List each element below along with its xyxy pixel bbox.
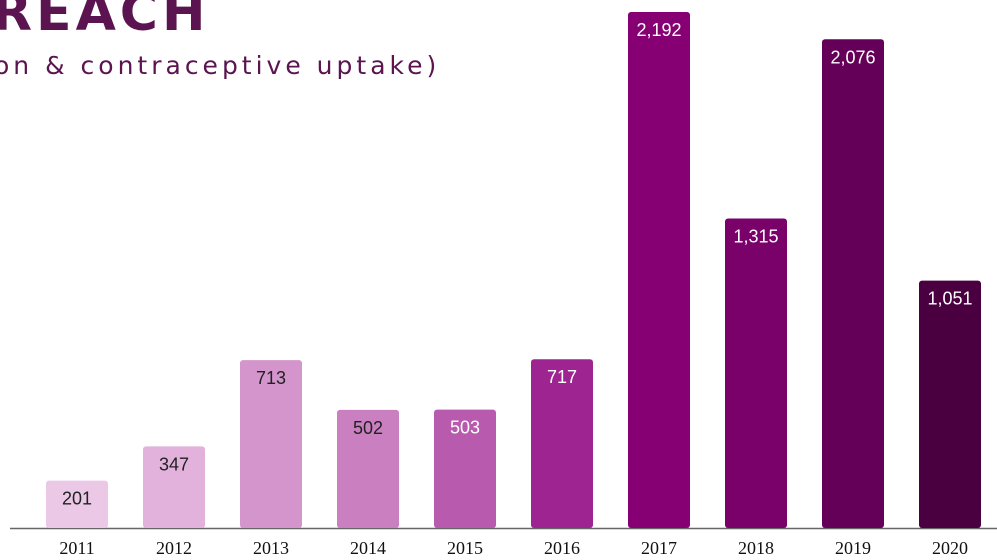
x-tick-label: 2012 bbox=[156, 538, 192, 558]
value-label: 347 bbox=[159, 454, 189, 474]
x-tick-label: 2017 bbox=[641, 538, 677, 558]
value-label: 1,315 bbox=[733, 226, 778, 246]
bar bbox=[628, 12, 690, 528]
bar bbox=[143, 446, 205, 528]
value-label: 717 bbox=[547, 367, 577, 387]
bar bbox=[531, 359, 593, 528]
value-label: 713 bbox=[256, 368, 286, 388]
x-tick-label: 2014 bbox=[350, 538, 386, 558]
x-tick-label: 2019 bbox=[835, 538, 871, 558]
value-label: 2,076 bbox=[830, 47, 875, 67]
bar bbox=[822, 39, 884, 528]
bar bbox=[919, 280, 981, 528]
bar bbox=[725, 218, 787, 528]
x-tick-label: 2018 bbox=[738, 538, 774, 558]
bar bbox=[434, 409, 496, 528]
x-tick-label: 2020 bbox=[932, 538, 968, 558]
bar bbox=[46, 480, 108, 528]
value-label: 201 bbox=[62, 489, 92, 509]
x-tick-label: 2013 bbox=[253, 538, 289, 558]
chart-title: REACH bbox=[0, 0, 210, 43]
value-label: 1,051 bbox=[927, 289, 972, 309]
bar bbox=[337, 409, 399, 528]
bar bbox=[240, 360, 302, 528]
value-label: 502 bbox=[353, 418, 383, 438]
chart-subtitle: on & contraceptive uptake) bbox=[0, 51, 440, 80]
x-tick-label: 2015 bbox=[447, 538, 483, 558]
x-tick-label: 2016 bbox=[544, 538, 580, 558]
value-label: 2,192 bbox=[636, 20, 681, 40]
x-tick-label: 2011 bbox=[59, 538, 94, 558]
value-label: 503 bbox=[450, 418, 480, 438]
